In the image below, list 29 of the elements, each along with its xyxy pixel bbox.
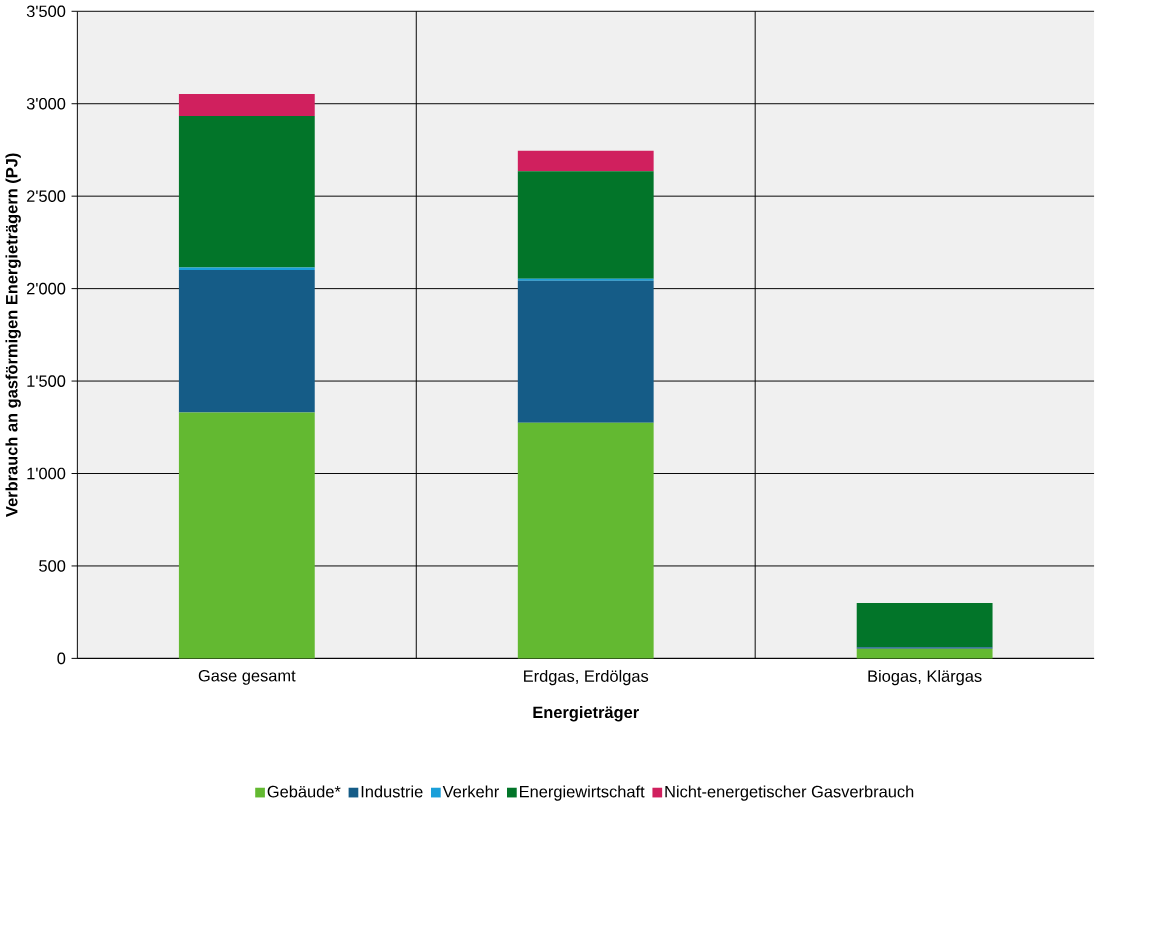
bar: [178, 412, 315, 659]
x-tick-label: Erdgas, Erdölgas: [524, 670, 649, 686]
y-tick-label: 2'500: [27, 190, 66, 203]
bar: [517, 171, 654, 279]
bar: [178, 116, 315, 268]
bar: [517, 281, 654, 423]
x-axis-title: Energieträger: [533, 706, 639, 722]
legend-label: Energiewirtschaft: [520, 785, 645, 801]
y-tick-label: 2'000: [27, 282, 66, 295]
bar: [517, 151, 654, 172]
x-tick-label: Gase gesamt: [198, 670, 296, 685]
legend-label: Nicht-energetischer Gasverbrauch: [665, 785, 914, 801]
y-tick-label: 3'500: [26, 5, 66, 18]
bar: [517, 279, 654, 282]
y-tick-label: 1'500: [27, 375, 66, 388]
y-tick-label: 500: [39, 560, 66, 572]
y-axis-title: Verbrauch an gasförmigen Energieträgern (PJ): [5, 153, 21, 518]
bar: [856, 648, 993, 659]
bar: [178, 94, 315, 117]
legend-label: Gebäude*: [267, 785, 341, 798]
bar: [856, 603, 993, 648]
legend-label: Verkehr: [442, 785, 499, 798]
bar: [517, 422, 654, 659]
x-tick-label: Biogas, Klärgas: [868, 670, 982, 686]
legend-label: Industrie: [361, 785, 423, 798]
bar: [178, 270, 315, 413]
y-tick-label: 1'000: [27, 467, 66, 480]
y-tick-label: 3'000: [26, 98, 66, 110]
y-tick-label: 0: [57, 652, 66, 665]
